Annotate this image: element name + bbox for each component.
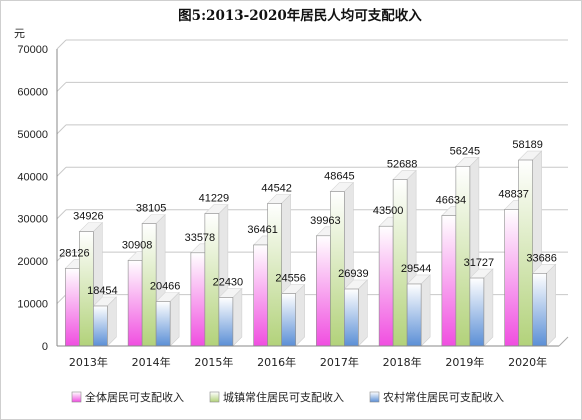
bar-data-label: 24556 bbox=[275, 273, 306, 285]
x-tick-label: 2014年 bbox=[132, 355, 171, 369]
gridline-diag bbox=[56, 294, 67, 304]
gridline-diag bbox=[56, 251, 67, 262]
y-tick-label: 20000 bbox=[17, 256, 48, 268]
bar-data-label: 56245 bbox=[450, 145, 481, 157]
bar-side bbox=[546, 263, 556, 347]
bar-data-label: 48645 bbox=[324, 171, 355, 183]
bar-data-label: 33578 bbox=[185, 232, 216, 244]
bar-data-label: 39963 bbox=[310, 215, 341, 227]
bar-data-label: 58189 bbox=[512, 139, 543, 151]
bar bbox=[378, 225, 394, 347]
x-tick-label: 2018年 bbox=[383, 355, 422, 369]
y-tick-label: 70000 bbox=[17, 44, 48, 56]
x-tick-label: 2015年 bbox=[194, 355, 233, 369]
gridline-diag bbox=[56, 166, 67, 177]
x-tick-label: 2019年 bbox=[445, 355, 484, 369]
bar bbox=[253, 244, 268, 347]
legend-swatch bbox=[369, 391, 380, 403]
bar-data-label: 52688 bbox=[387, 158, 418, 170]
bar-data-label: 28126 bbox=[59, 247, 90, 259]
legend-swatch bbox=[71, 391, 82, 403]
bar-data-label: 18454 bbox=[87, 285, 118, 297]
legend-label: 全体居民可支配收入 bbox=[85, 390, 184, 404]
y-tick-label: 10000 bbox=[17, 299, 48, 311]
y-tick-label: 30000 bbox=[17, 214, 48, 226]
y-axis-unit: 元 bbox=[14, 27, 25, 40]
bar-data-label: 38105 bbox=[136, 203, 167, 215]
legend-swatch bbox=[209, 391, 220, 403]
bar bbox=[93, 305, 108, 347]
bar-data-label: 48837 bbox=[498, 188, 529, 200]
y-tick-label: 40000 bbox=[17, 171, 48, 183]
bar bbox=[316, 235, 331, 347]
bar-side bbox=[483, 268, 494, 347]
gridline-diag bbox=[56, 82, 67, 92]
bar-side bbox=[169, 291, 180, 347]
legend: 全体居民可支配收入 城镇常住居民可支配收入 农村常住居民可支配收入 bbox=[71, 390, 504, 404]
bar-data-label: 33686 bbox=[526, 252, 557, 264]
bar bbox=[218, 297, 234, 347]
bar bbox=[469, 277, 485, 347]
bar bbox=[441, 215, 457, 347]
bar-side bbox=[420, 274, 431, 347]
bar bbox=[190, 252, 206, 347]
chart-title: 图5:2013-2020年居民人均可支配收入 bbox=[178, 7, 422, 24]
bar-data-label: 22430 bbox=[213, 277, 244, 289]
bar-data-label: 44542 bbox=[261, 182, 292, 194]
bar-data-label: 29544 bbox=[401, 263, 432, 275]
bar bbox=[532, 273, 547, 347]
bar-data-label: 36461 bbox=[247, 224, 278, 236]
y-tick-label: 60000 bbox=[17, 86, 48, 98]
bar-side bbox=[232, 287, 243, 347]
bar-data-label: 46634 bbox=[436, 195, 467, 207]
bar-data-label: 26939 bbox=[338, 268, 369, 280]
bar-side bbox=[295, 283, 305, 347]
bar-data-label: 31727 bbox=[464, 257, 495, 269]
x-tick-label: 2013年 bbox=[69, 355, 108, 369]
x-tick-label: 2017年 bbox=[320, 355, 359, 369]
bar bbox=[281, 293, 296, 347]
x-tick-label: 2016年 bbox=[257, 355, 296, 369]
bar-data-label: 30908 bbox=[122, 239, 153, 251]
legend-label: 城镇常住居民可支配收入 bbox=[223, 390, 344, 404]
bar-data-label: 43500 bbox=[373, 205, 404, 217]
bar bbox=[65, 268, 80, 347]
x-tick-label: 2020年 bbox=[508, 355, 547, 369]
y-tick-label: 0 bbox=[42, 341, 48, 353]
bar-data-label: 34926 bbox=[73, 211, 104, 223]
bar bbox=[406, 283, 422, 347]
legend-label: 农村常住居民可支配收入 bbox=[383, 390, 504, 404]
bar bbox=[155, 301, 171, 347]
gridline-diag bbox=[56, 124, 67, 135]
gridline-diag bbox=[56, 209, 67, 220]
y-tick-label: 50000 bbox=[17, 129, 48, 141]
data-labels: 28126 34926 18454 30908 38105 20466 33578 41229… bbox=[59, 139, 557, 297]
bar bbox=[504, 209, 519, 347]
bar bbox=[127, 260, 143, 347]
bar-side bbox=[107, 296, 117, 347]
gridline-diag bbox=[56, 39, 67, 50]
bar-data-label: 20466 bbox=[150, 280, 181, 292]
bar-side bbox=[358, 279, 368, 347]
axes: 0 10000 20000 30000 40000 50000 60000 70000 2013… bbox=[17, 44, 569, 369]
floor-edge bbox=[558, 336, 569, 347]
bars bbox=[64, 150, 557, 347]
bar bbox=[344, 288, 359, 347]
bar-data-label: 41229 bbox=[199, 193, 230, 205]
